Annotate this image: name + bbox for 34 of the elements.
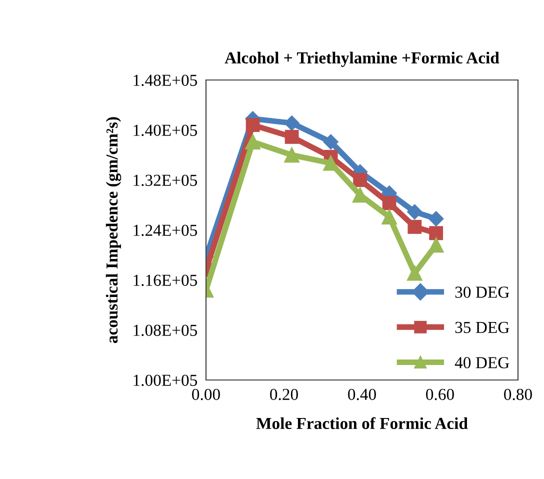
y-tick-label: 1.00E+05: [134, 374, 198, 386]
x-tick-label: 0.00: [192, 388, 220, 400]
point: [407, 265, 422, 281]
point: [428, 237, 444, 253]
point: [323, 134, 338, 150]
point: [245, 134, 260, 150]
point: [407, 204, 422, 220]
point: [284, 116, 300, 131]
point: [428, 211, 444, 226]
legend-label: 30 DEG: [455, 286, 510, 298]
y-tick-label: 1.40E+05: [134, 124, 198, 136]
x-tick-label: 0.40: [348, 388, 376, 400]
y-axis-title: acoustical Impedence (gm/cm²s): [106, 117, 122, 344]
y-tick-label: 1.24E+05: [134, 224, 198, 236]
y-tick-label: 1.32E+05: [134, 174, 198, 186]
point: [246, 118, 260, 132]
point: [284, 130, 299, 144]
x-axis-title: Mole Fraction of Formic Acid: [256, 417, 468, 430]
point: [352, 187, 368, 203]
legend-label: 35 DEG: [455, 322, 510, 334]
legend-label: 40 DEG: [454, 357, 510, 368]
point: [408, 220, 422, 234]
point: [429, 226, 444, 240]
x-tick-label: 0.80: [504, 388, 532, 400]
point: [353, 173, 367, 187]
point: [284, 147, 300, 163]
y-tick-label: 1.16E+05: [134, 274, 198, 286]
y-tick-label: 1.48E+05: [134, 74, 198, 86]
x-tick-label: 0.20: [270, 388, 298, 400]
point: [382, 209, 397, 225]
x-tick-label: 0.60: [426, 388, 454, 400]
point: [382, 196, 396, 210]
y-tick-label: 1.08E+05: [134, 324, 198, 336]
chart-title: Alcohol + Triethylamine +Formic Acid: [224, 52, 500, 67]
